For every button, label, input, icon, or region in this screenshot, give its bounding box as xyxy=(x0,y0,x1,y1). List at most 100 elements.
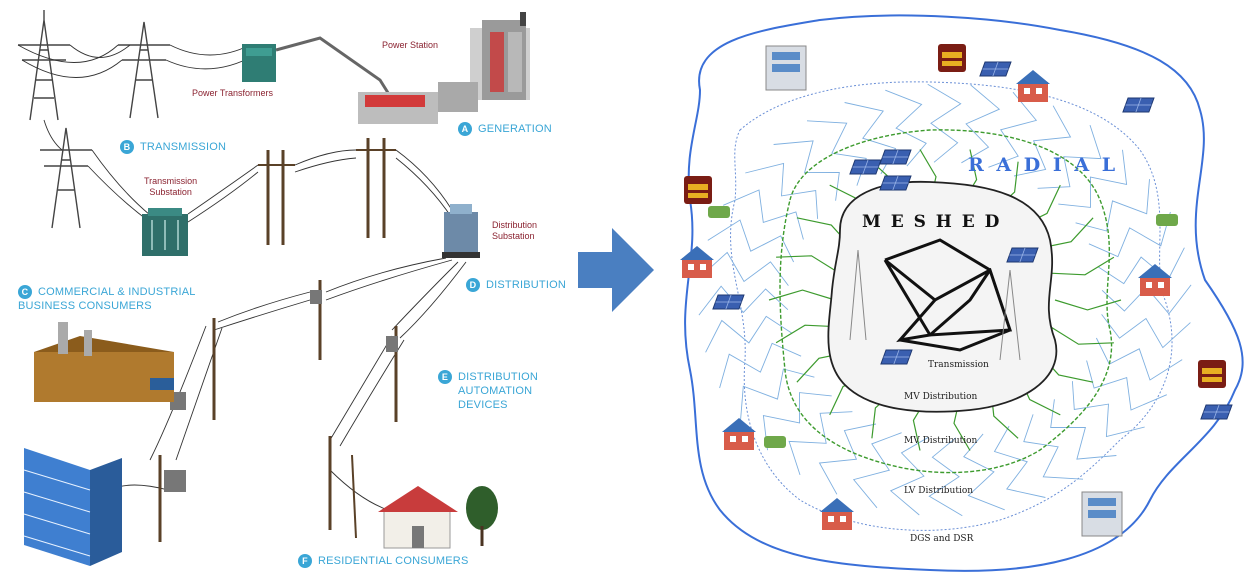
transmission-tower-icon xyxy=(849,249,1021,361)
radial-line xyxy=(1101,314,1191,349)
sublabel-line: Substation xyxy=(149,187,192,197)
outer-boundary xyxy=(684,14,1244,572)
office-building-icon xyxy=(23,448,122,566)
radial-line xyxy=(719,342,802,389)
radial-line xyxy=(1050,399,1117,460)
radial-line xyxy=(745,162,819,219)
solar-panel-group xyxy=(712,61,1233,420)
distribution-substation-label: Distribution Substation xyxy=(492,220,537,242)
house-icon xyxy=(378,486,458,549)
segment-generation: A GENERATION xyxy=(458,122,552,136)
segment-residential: F RESIDENTIAL CONSUMERS xyxy=(298,554,468,568)
segment-distribution-automation: E DISTRIBUTION AUTOMATION DEVICES xyxy=(438,370,538,412)
house-icon xyxy=(722,418,756,450)
segment-transmission: B TRANSMISSION xyxy=(120,140,226,154)
mv-line xyxy=(1050,326,1114,345)
mv-line xyxy=(776,255,840,274)
tree-icon xyxy=(466,486,498,546)
transmission-tower-icon xyxy=(18,10,170,229)
radial-lines xyxy=(698,83,1192,517)
house-group xyxy=(680,70,1172,530)
zone-mv-distribution-2: MV Distribution xyxy=(904,436,978,446)
house-icon xyxy=(1138,264,1172,296)
utility-pole-icon xyxy=(258,138,396,245)
house-icon xyxy=(1016,70,1050,102)
badge-f: F xyxy=(298,554,312,568)
radial-line xyxy=(1086,360,1167,411)
radial-line xyxy=(705,315,793,353)
network-map xyxy=(680,14,1244,572)
segment-label: COMMERCIAL & INDUSTRIAL xyxy=(38,286,196,298)
radial-line xyxy=(885,89,927,167)
radial-line xyxy=(1071,381,1145,438)
solar-panel-icon xyxy=(979,61,1012,77)
power-transformer-icon xyxy=(242,36,392,97)
battery-group xyxy=(684,44,1226,388)
factory-icon xyxy=(34,322,174,402)
office-building-icon xyxy=(765,45,1123,537)
power-station-label: Power Station xyxy=(382,40,439,50)
house-icon xyxy=(820,498,854,530)
segment-label: RESIDENTIAL CONSUMERS xyxy=(318,554,469,567)
solar-panel-icon xyxy=(849,159,882,175)
radial-boundary xyxy=(730,81,1173,531)
radial-line xyxy=(818,423,877,495)
radial-line xyxy=(1097,247,1185,285)
segment-label: DISTRIBUTION xyxy=(486,278,567,291)
radial-line xyxy=(1088,211,1171,258)
radial-line xyxy=(723,189,804,240)
badge-d: D xyxy=(466,278,480,292)
radial-line xyxy=(889,436,929,516)
radial-line xyxy=(961,84,1001,164)
zone-lv-distribution: LV Distribution xyxy=(904,486,974,496)
solar-panel-icon xyxy=(1200,404,1233,420)
badge-c: C xyxy=(18,285,32,300)
segment-commercial-industrial: C COMMERCIAL & INDUSTRIAL BUSINESS CONSUM… xyxy=(18,285,196,313)
radial-line xyxy=(928,437,963,517)
zone-dgs-dsr: DGS and DSR xyxy=(910,534,974,544)
radial-line xyxy=(988,91,1038,168)
radial-line xyxy=(852,432,902,509)
segment-label: GENERATION xyxy=(478,122,552,135)
electric-vehicle-icon xyxy=(708,206,1178,448)
solar-panel-icon xyxy=(1006,247,1039,263)
power-station-icon xyxy=(358,12,530,124)
radial-line xyxy=(806,120,867,186)
mv-boundary xyxy=(779,129,1113,474)
right-arrow-icon xyxy=(578,228,654,312)
badge-b: B xyxy=(120,140,134,154)
power-transformers-label: Power Transformers xyxy=(192,88,274,98)
radial-line xyxy=(1075,179,1150,232)
battery-icon xyxy=(684,176,712,204)
badge-e: E xyxy=(438,370,452,385)
distribution-substation-icon xyxy=(442,204,480,258)
segment-label: AUTOMATION xyxy=(458,385,533,398)
radial-line xyxy=(762,392,832,451)
mv-line xyxy=(1050,256,1115,276)
radial-line xyxy=(1013,105,1072,177)
segment-distribution: D DISTRIBUTION xyxy=(466,278,566,292)
pole-transformer-icon xyxy=(164,290,398,492)
radial-line xyxy=(993,425,1046,498)
solar-panel-icon xyxy=(880,349,913,365)
radial-line xyxy=(740,368,815,421)
transmission-substation-icon xyxy=(142,208,188,256)
segment-label: BUSINESS CONSUMERS xyxy=(18,300,152,313)
mv-line xyxy=(768,289,836,301)
mv-line xyxy=(1054,299,1122,311)
sublabel-line: Substation xyxy=(492,231,535,241)
radial-line xyxy=(699,251,789,286)
sublabel-line: Distribution xyxy=(492,220,538,230)
house-icon xyxy=(680,246,714,278)
radial-line xyxy=(927,83,962,163)
sub-transmission-lines xyxy=(187,149,453,223)
radial-line xyxy=(707,219,795,263)
left-illustration xyxy=(17,10,530,566)
radial-line xyxy=(963,433,1005,511)
solar-panel-icon xyxy=(1122,97,1155,113)
badge-a: A xyxy=(458,122,472,136)
transmission-substation-label: Transmission Substation xyxy=(144,176,197,198)
solar-panel-icon xyxy=(879,175,912,191)
segment-label: DEVICES xyxy=(458,399,508,412)
